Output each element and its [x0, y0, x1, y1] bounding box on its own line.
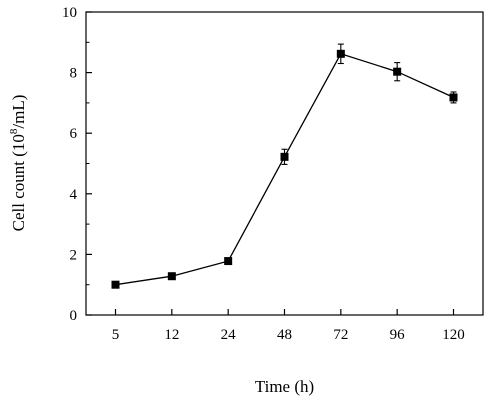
y-tick-label-2: 4 — [70, 187, 78, 203]
data-point-6 — [449, 93, 458, 102]
y-tick-label-0: 0 — [70, 308, 78, 324]
data-point-5 — [393, 67, 402, 76]
x-tick-label-5: 96 — [390, 327, 406, 343]
y-tick-label-5: 10 — [62, 5, 77, 21]
x-tick-label-2: 24 — [221, 327, 237, 343]
series-line-0 — [115, 53, 454, 286]
x-tick-label-1: 12 — [164, 327, 179, 343]
y-tick-label-1: 2 — [70, 247, 78, 263]
y-tick-label-4: 8 — [70, 66, 78, 82]
x-tick-label-3: 48 — [277, 327, 292, 343]
y-tick-label-3: 6 — [70, 126, 78, 142]
data-point-0 — [111, 280, 120, 289]
y-axis-title-superscript: 8 — [8, 128, 20, 134]
x-tick-label-4: 72 — [333, 327, 348, 343]
y-axis-ticks: 0 2 4 6 8 10 — [62, 5, 92, 324]
y-axis-title-tail: /mL) — [9, 95, 28, 129]
data-series — [111, 43, 458, 289]
x-tick-label-0: 5 — [112, 327, 120, 343]
x-tick-label-6: 120 — [442, 327, 465, 343]
y-axis-title-main: Cell count (10 — [9, 134, 28, 231]
data-point-4 — [336, 49, 345, 58]
data-point-3 — [280, 152, 289, 161]
y-axis-title: Cell count (108/mL) — [8, 95, 28, 232]
x-axis-title: Time (h) — [255, 377, 314, 396]
data-point-2 — [224, 257, 233, 266]
x-axis-ticks: 5 12 24 48 72 96 120 — [112, 309, 465, 343]
data-point-1 — [167, 272, 176, 281]
